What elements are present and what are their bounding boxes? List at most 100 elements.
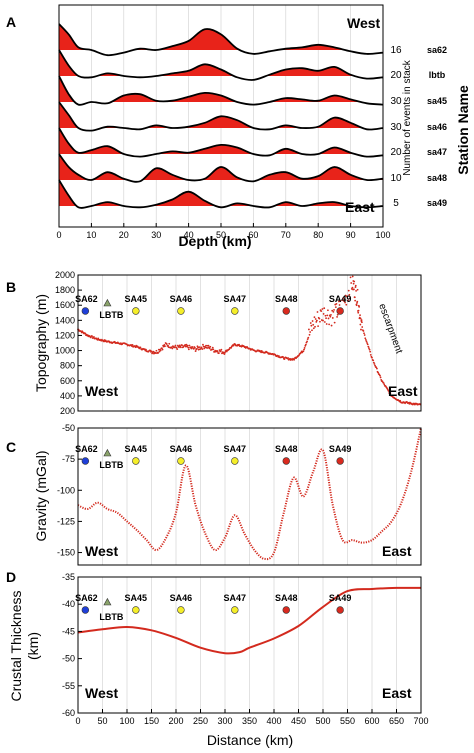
panel-a-plot	[58, 5, 384, 227]
topography-sample	[180, 346, 182, 349]
topography-sample	[332, 311, 335, 313]
panel-a-event-count: 20	[390, 147, 402, 158]
topography-sample	[91, 335, 93, 338]
station-label-sa62: SA62	[75, 444, 98, 454]
station-label-sa48: SA48	[275, 593, 298, 603]
station-marker-sa62	[81, 606, 90, 614]
panel-a-station-sa49: sa49	[427, 198, 447, 208]
topography-sample	[360, 328, 362, 331]
y-tick-label: -45	[62, 626, 75, 636]
topography-sample	[212, 348, 215, 351]
y-tick-label: -40	[62, 599, 75, 609]
y-tick-label: 200	[60, 406, 75, 416]
panel-b-frame	[77, 274, 422, 412]
topography-sample	[336, 313, 339, 316]
topography-sample	[312, 327, 315, 330]
topography-sample	[318, 317, 321, 320]
topography-sample	[311, 329, 313, 332]
topography-sample	[341, 299, 343, 302]
station-marker-sa49	[336, 457, 344, 465]
topography-sample	[319, 320, 321, 323]
topography-sample	[293, 358, 296, 361]
station-marker-sa45	[132, 606, 140, 614]
topography-sample	[304, 343, 307, 346]
topography-sample	[167, 344, 169, 347]
topography-sample	[347, 299, 350, 302]
panel-a-x-tick-label: 100	[375, 230, 390, 240]
x-tick-label: 300	[217, 716, 232, 726]
panel-a-station-sa45: sa45	[427, 96, 447, 106]
topography-sample	[194, 350, 197, 352]
topography-sample	[334, 306, 337, 309]
topography-sample	[207, 344, 210, 347]
x-tick-label: 100	[119, 716, 134, 726]
panel-a-event-count: 16	[390, 45, 402, 56]
panel-a-x-tick-label: 10	[86, 230, 96, 240]
topography-sample	[159, 349, 162, 352]
topography-sample	[303, 347, 306, 349]
topography-sample	[349, 276, 352, 279]
topography-sample	[322, 319, 324, 322]
topography-sample	[359, 317, 362, 320]
y-tick-label: -50	[62, 423, 75, 433]
station-label-sa48: SA48	[275, 294, 298, 304]
topography-sample	[347, 289, 350, 292]
bottom-xlabel: Distance (km)	[207, 732, 293, 748]
x-tick-label: 0	[75, 716, 80, 726]
topography-sample	[336, 316, 338, 318]
panel-b-y-ticks: 2000 1800 1600 1400 1200 1000 800 600 400 200	[55, 270, 82, 416]
panel-c-west-label: West	[85, 543, 119, 559]
panel-a-event-count: 20	[390, 70, 402, 81]
panel-c-plot	[77, 427, 422, 565]
topography-sample	[365, 340, 368, 343]
topography-sample	[238, 343, 240, 346]
panel-b-escarpment-label: escarpment	[376, 302, 404, 355]
topography-sample	[330, 324, 333, 327]
topography-sample	[316, 311, 319, 313]
panel-a-x-tick-label: 0	[56, 230, 61, 240]
topography-sample	[355, 304, 358, 307]
panel-a-positive-fill-sa45	[59, 76, 383, 102]
topography-sample	[315, 319, 318, 322]
topography-sample	[373, 363, 376, 365]
topography-sample	[161, 348, 164, 351]
x-tick-label: 150	[144, 716, 159, 726]
panel-a-trace-sa49	[58, 179, 384, 209]
panel-a-stations: sa62 lbtb sa45 sa46 sa47 sa48 sa49	[427, 45, 447, 208]
y-tick-label: -35	[62, 572, 75, 582]
topography-sample	[349, 297, 351, 299]
topography-sample	[202, 343, 204, 346]
panel-a-trace-sa46	[58, 101, 384, 132]
station-marker-sa49	[336, 606, 344, 614]
y-tick-label: 1400	[55, 315, 75, 325]
topography-sample	[356, 288, 359, 291]
panel-a-trace-sa47	[58, 127, 384, 158]
panel-a-west-label: West	[347, 15, 381, 31]
topography-sample	[188, 344, 191, 347]
panel-c-letter: C	[6, 439, 16, 455]
station-label-lbtb: LBTB	[99, 460, 123, 470]
topography-sample	[282, 356, 285, 359]
panel-a-positive-fill-lbtb	[59, 50, 383, 76]
station-marker-sa45	[132, 307, 140, 315]
topography-sample	[358, 305, 361, 308]
x-tick-label: 650	[389, 716, 404, 726]
panel-a-letter: A	[6, 14, 16, 30]
topography-sample	[187, 348, 190, 351]
topography-sample	[161, 347, 163, 350]
topography-sample	[220, 348, 223, 351]
topography-sample	[351, 286, 354, 289]
topography-sample	[363, 334, 366, 336]
topography-sample	[170, 346, 173, 348]
panel-a-x-tick-label: 30	[151, 230, 161, 240]
panel-a-right-axis-label: Number of events in stack	[402, 59, 413, 176]
topography-sample	[150, 350, 153, 353]
topography-sample	[314, 325, 316, 328]
panel-a-x-tick-label: 20	[119, 230, 129, 240]
panel-a-x-tick-label: 40	[184, 230, 194, 240]
topography-sample	[342, 297, 345, 299]
station-label-sa45: SA45	[125, 444, 148, 454]
crustal-thickness-profile	[77, 586, 422, 655]
panel-a-positive-fill-sa46	[59, 102, 383, 128]
topography-sample	[352, 282, 355, 285]
